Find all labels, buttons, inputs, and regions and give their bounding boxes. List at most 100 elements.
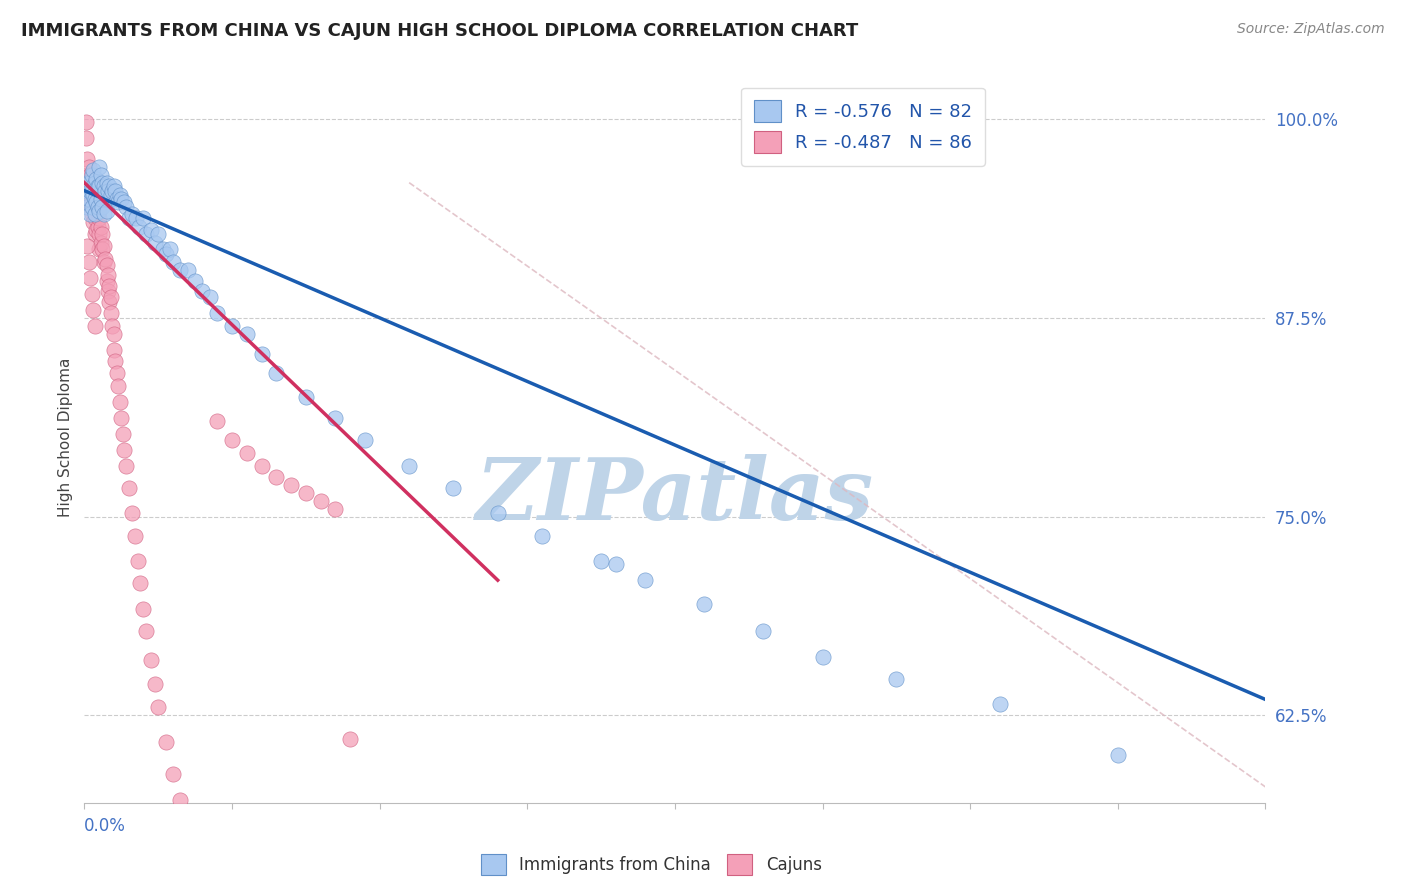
Legend: Immigrants from China, Cajuns: Immigrants from China, Cajuns [474, 847, 828, 881]
Point [811, 649, 834, 664]
Point [101, 318, 124, 333]
Point [76, 168, 98, 182]
Point [108, 188, 131, 202]
Point [83, 176, 105, 190]
Point [83, 211, 105, 225]
Point [86, 200, 108, 214]
Point [83, 318, 105, 333]
Point [148, 227, 170, 241]
Point [752, 624, 775, 638]
Point [191, 836, 214, 850]
Point [104, 184, 127, 198]
Point [98, 178, 121, 193]
Point [94, 184, 117, 198]
Point [90, 168, 112, 182]
Point [77, 160, 100, 174]
Point [108, 395, 131, 409]
Point [531, 529, 554, 543]
Point [76, 152, 98, 166]
Point [83, 194, 105, 209]
Point [79, 184, 101, 198]
Point [96, 176, 118, 190]
Point [93, 207, 115, 221]
Point [104, 353, 127, 368]
Point [221, 434, 243, 448]
Point [169, 792, 191, 806]
Point [79, 200, 101, 214]
Point [143, 676, 166, 690]
Point [162, 255, 184, 269]
Point [207, 306, 229, 320]
Point [96, 274, 118, 288]
Point [91, 176, 114, 190]
Point [80, 168, 103, 182]
Point [80, 176, 103, 190]
Point [295, 485, 318, 500]
Point [988, 697, 1011, 711]
Point [127, 554, 149, 568]
Point [177, 814, 200, 829]
Point [486, 507, 509, 521]
Point [114, 458, 136, 473]
Point [135, 624, 157, 638]
Point [82, 188, 104, 202]
Text: IMMIGRANTS FROM CHINA VS CAJUN HIGH SCHOOL DIPLOMA CORRELATION CHART: IMMIGRANTS FROM CHINA VS CAJUN HIGH SCHO… [21, 22, 858, 40]
Point [83, 227, 105, 241]
Point [76, 200, 98, 214]
Point [295, 390, 318, 404]
Text: ZIPatlas: ZIPatlas [475, 454, 875, 537]
Point [82, 200, 104, 214]
Point [86, 178, 108, 193]
Point [90, 192, 112, 206]
Point [207, 414, 229, 428]
Point [103, 343, 125, 357]
Point [84, 194, 107, 209]
Point [354, 434, 377, 448]
Point [91, 200, 114, 214]
Point [77, 172, 100, 186]
Point [112, 442, 135, 457]
Point [84, 223, 107, 237]
Point [112, 194, 135, 209]
Point [84, 207, 107, 221]
Point [114, 200, 136, 214]
Point [128, 220, 150, 235]
Point [83, 207, 105, 221]
Point [75, 131, 97, 145]
Point [152, 243, 174, 257]
Point [91, 243, 114, 257]
Point [325, 501, 347, 516]
Point [82, 215, 104, 229]
Point [75, 176, 97, 190]
Point [162, 767, 184, 781]
Point [87, 160, 111, 174]
Point [221, 318, 243, 333]
Text: Source: ZipAtlas.com: Source: ZipAtlas.com [1237, 22, 1385, 37]
Point [398, 458, 420, 473]
Point [75, 115, 97, 129]
Point [82, 184, 104, 198]
Point [80, 192, 103, 206]
Point [80, 207, 103, 221]
Point [105, 367, 128, 381]
Point [90, 220, 112, 235]
Point [101, 184, 124, 198]
Point [266, 470, 288, 484]
Point [191, 284, 214, 298]
Point [97, 268, 120, 282]
Point [90, 236, 112, 251]
Point [1107, 748, 1129, 763]
Point [129, 576, 152, 591]
Point [634, 573, 657, 587]
Point [98, 279, 121, 293]
Point [118, 211, 141, 225]
Point [159, 243, 181, 257]
Point [100, 188, 122, 202]
Point [107, 194, 129, 209]
Point [86, 220, 108, 235]
Point [91, 227, 114, 241]
Point [97, 284, 120, 298]
Point [121, 507, 143, 521]
Point [86, 204, 108, 219]
Point [236, 326, 259, 341]
